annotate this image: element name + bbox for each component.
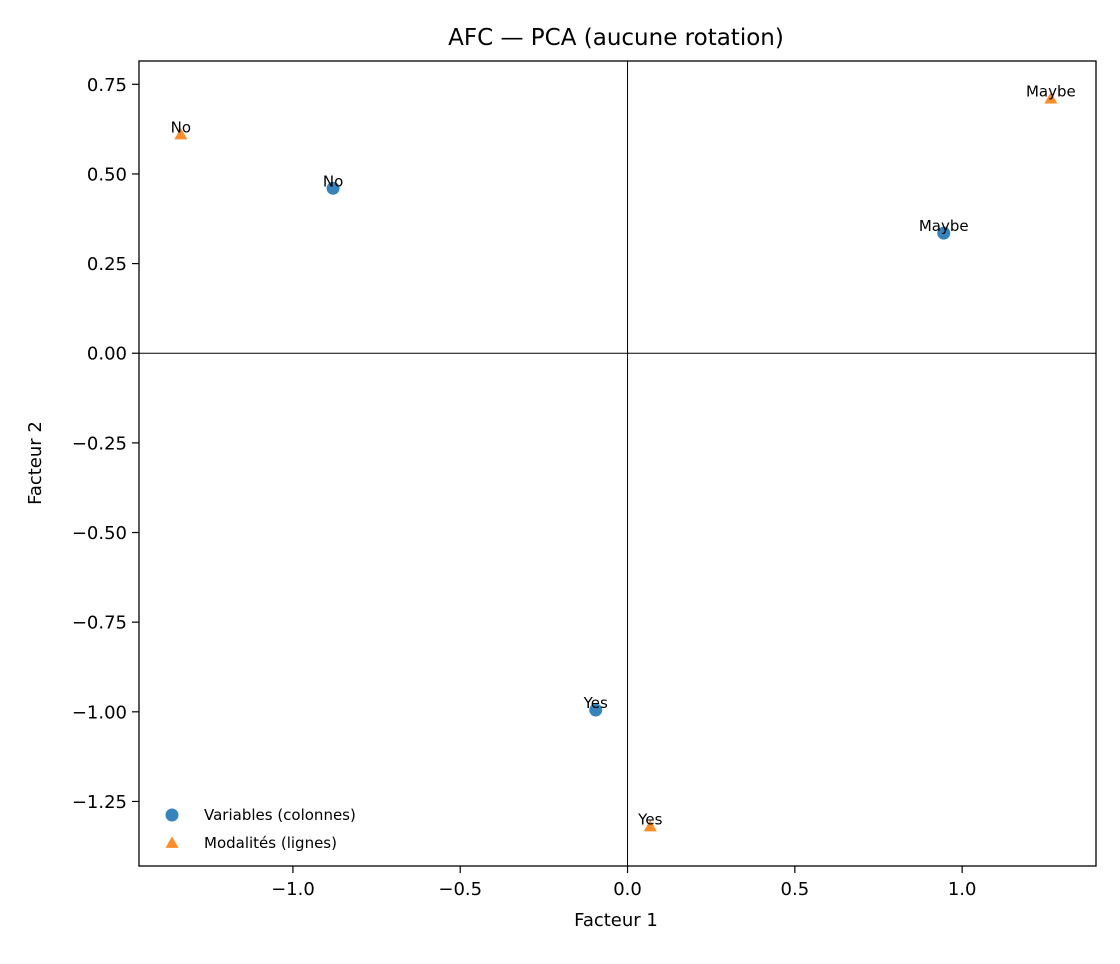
data-point-circle xyxy=(937,226,951,240)
plot-frame xyxy=(138,60,1097,867)
point-label: No xyxy=(323,172,343,190)
y-tick-label: 0.00 xyxy=(87,344,127,365)
x-tick-label: 0.0 xyxy=(613,879,642,900)
data-point-triangle xyxy=(174,128,188,140)
y-tick-label: −0.50 xyxy=(72,523,127,544)
legend-marker-circle xyxy=(165,808,179,822)
y-tick-label: 0.25 xyxy=(87,254,127,275)
point-label: Yes xyxy=(583,694,608,712)
plot-area: −1.0 −0.5 0.0 0.5 1.0 0.75 0.50 0.25 0.00 −0.25 −0… xyxy=(72,60,1097,900)
data-point-triangle xyxy=(643,820,657,832)
y-axis-label: Facteur 2 xyxy=(25,421,46,505)
x-tick-label: −0.5 xyxy=(438,879,482,900)
y-tick-label: −1.00 xyxy=(72,702,127,723)
x-tick-label: 0.5 xyxy=(781,879,810,900)
y-tick-label: 0.50 xyxy=(87,164,127,185)
x-tick-label: −1.0 xyxy=(271,879,315,900)
point-label: Yes xyxy=(637,811,662,829)
legend-label: Variables (colonnes) xyxy=(204,806,356,824)
y-tick-label: 0.75 xyxy=(87,75,127,96)
point-label: Maybe xyxy=(919,217,969,235)
data-point-circle xyxy=(589,703,603,717)
legend-marker-triangle xyxy=(165,836,179,848)
x-axis-label: Facteur 1 xyxy=(574,910,658,931)
point-label: No xyxy=(171,119,191,137)
y-tick-label: −0.25 xyxy=(72,433,127,454)
data-point-triangle xyxy=(1044,92,1058,104)
data-point-circle xyxy=(326,181,340,195)
x-tick-label: 1.0 xyxy=(948,879,977,900)
legend-label: Modalités (lignes) xyxy=(204,834,337,852)
chart-title: AFC — PCA (aucune rotation) xyxy=(448,25,784,51)
y-tick-label: −0.75 xyxy=(72,613,127,634)
point-label: Maybe xyxy=(1026,83,1076,101)
y-tick-label: −1.25 xyxy=(72,792,127,813)
